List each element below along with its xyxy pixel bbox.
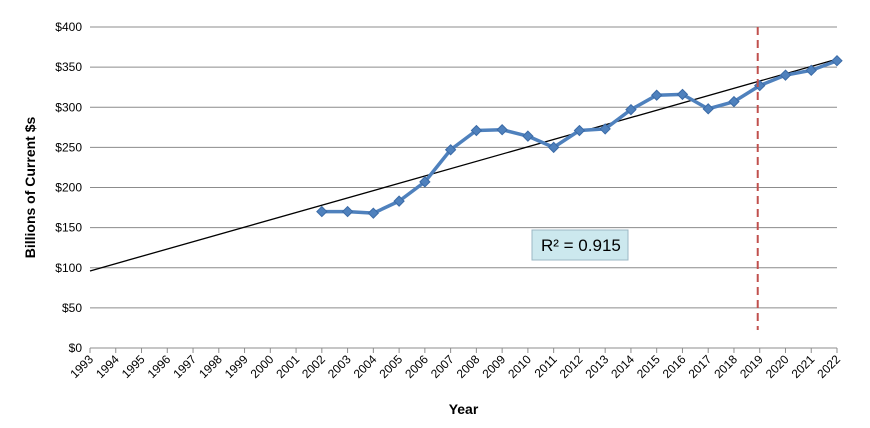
x-tick-label: 2015	[634, 352, 663, 381]
x-tick-label: 2012	[557, 352, 586, 381]
y-axis-ticks: $0 $50 $100 $150 $200 $250 $300 $350 $400	[55, 20, 82, 355]
y-axis-title: Billions of Current $s	[22, 117, 38, 259]
r-squared-annotation: R² = 0.915	[531, 229, 629, 261]
x-tick-label: 1995	[119, 352, 148, 381]
x-axis-ticks: 1993199419951996199719981999200020012002…	[67, 348, 843, 381]
data-point-marker	[599, 123, 611, 135]
data-point-marker	[393, 195, 405, 207]
data-point-marker	[625, 103, 637, 116]
data-point-marker	[341, 205, 354, 218]
x-tick-label: 1999	[222, 352, 251, 381]
x-tick-label: 2021	[789, 352, 818, 381]
x-tick-label: 2013	[583, 352, 612, 381]
x-tick-label: 2002	[299, 352, 328, 381]
y-tick-label: $250	[55, 140, 82, 154]
data-point-marker	[728, 95, 740, 108]
x-tick-label: 2011	[532, 352, 560, 380]
x-tick-label: 2000	[248, 352, 277, 381]
x-tick-label: 2003	[325, 352, 354, 381]
y-tick-label: $200	[55, 181, 82, 195]
x-tick-label: 2004	[351, 352, 380, 381]
data-point-marker	[573, 124, 586, 137]
data-point-marker	[419, 176, 431, 188]
x-tick-label: 1996	[145, 352, 174, 381]
data-point-marker	[779, 69, 792, 81]
r-squared-box	[531, 229, 629, 261]
trend-line	[89, 58, 838, 272]
x-tick-label: 2006	[402, 352, 431, 381]
x-tick-label: 2008	[454, 352, 483, 381]
x-tick-label: 1997	[170, 352, 199, 381]
x-tick-label: 2007	[428, 352, 457, 381]
data-point-marker	[367, 207, 380, 219]
x-tick-label: 2009	[479, 352, 508, 381]
data-point-marker	[805, 64, 817, 77]
r-squared-label: R² = 0.915	[541, 236, 621, 255]
data-point-marker	[496, 124, 508, 136]
data-point-marker	[650, 89, 663, 101]
x-tick-label: 1998	[196, 352, 225, 381]
y-tick-label: $350	[55, 60, 82, 74]
gridlines	[90, 26, 837, 349]
x-tick-label: 2017	[686, 352, 715, 381]
y-tick-label: $50	[62, 301, 82, 315]
x-tick-label: 2001	[273, 352, 302, 381]
x-tick-label: 2010	[505, 352, 534, 381]
data-point-marker	[522, 130, 534, 142]
x-tick-label: 2020	[763, 352, 792, 381]
x-tick-label: 2018	[711, 352, 740, 381]
y-tick-label: $400	[55, 20, 82, 34]
data-point-marker	[316, 205, 328, 218]
y-tick-label: $100	[55, 261, 82, 275]
data-point-marker	[547, 141, 560, 154]
x-tick-label: 2014	[608, 352, 637, 381]
x-tick-label: 1993	[67, 352, 96, 381]
data-point-marker	[470, 124, 483, 137]
x-axis-title: Year	[449, 401, 479, 417]
data-markers	[316, 54, 843, 219]
data-point-marker	[702, 103, 714, 115]
x-tick-label: 2022	[814, 352, 843, 381]
y-tick-label: $150	[55, 221, 82, 235]
x-tick-label: 2019	[737, 352, 766, 381]
y-tick-label: $300	[55, 100, 82, 114]
data-point-marker	[831, 54, 843, 67]
data-point-marker	[676, 88, 689, 101]
y-tick-label: $0	[69, 341, 83, 355]
data-point-marker	[444, 144, 457, 156]
x-tick-label: 2016	[660, 352, 689, 381]
x-tick-label: 2005	[376, 352, 405, 381]
x-tick-label: 1994	[93, 352, 122, 381]
